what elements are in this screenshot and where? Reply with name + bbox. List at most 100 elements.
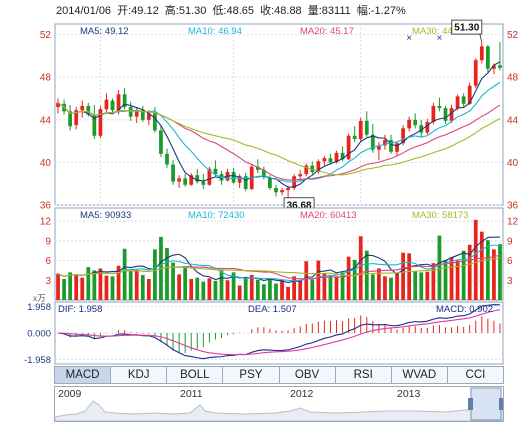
candle-body: [274, 187, 278, 193]
tab-kdj[interactable]: KDJ: [111, 367, 168, 383]
volume-bar: [449, 257, 454, 300]
macd-dif-legend: DIF: 1.958: [58, 304, 102, 315]
volume-bar: [280, 279, 284, 300]
volume-bar: [140, 275, 145, 300]
volume-bar: [401, 252, 405, 300]
candle-body: [243, 176, 248, 190]
candle-body: [340, 152, 345, 160]
candle-body: [316, 161, 321, 172]
candle-body: [383, 140, 387, 146]
volume-tick-left: 9: [45, 236, 51, 247]
price-tick-left: 52: [40, 30, 52, 41]
volume-bar: [86, 267, 91, 300]
navigator-sparkline: [55, 387, 503, 421]
candle-body: [449, 108, 454, 121]
volume-bar: [395, 273, 399, 300]
price-ma5-line: [57, 61, 501, 188]
navigator-year-2009: 2009: [58, 388, 82, 400]
price-ma-legend: MA20: 45.17: [300, 26, 354, 37]
volume-bar: [56, 273, 60, 300]
volume-bar: [304, 261, 309, 300]
volume-bar: [419, 272, 424, 300]
volume-bar: [195, 277, 200, 300]
watermark: [190, 416, 195, 427]
annotation-label: 36.68: [287, 200, 312, 211]
volume-tick-left: 6: [45, 256, 51, 267]
volume-bar: [213, 280, 218, 300]
tab-rsi[interactable]: RSI: [336, 367, 392, 383]
candle-body: [189, 175, 194, 185]
volume-bar: [98, 268, 103, 300]
volume-bar: [485, 240, 490, 300]
tab-cci[interactable]: CCI: [465, 369, 486, 381]
volume-bar: [74, 274, 79, 300]
volume-ma5-line: [57, 236, 500, 284]
volume-bar: [346, 256, 351, 300]
candle-body: [467, 85, 472, 104]
volume-bar: [146, 278, 151, 300]
volume-bar: [231, 272, 236, 300]
candle-body: [268, 177, 272, 188]
volume-bar: [268, 278, 272, 300]
candle-body: [358, 120, 363, 139]
navigator-left-handle[interactable]: [468, 398, 473, 410]
candle-body: [98, 109, 103, 136]
volume-bar: [201, 281, 206, 300]
tab-obv[interactable]: OBV: [280, 367, 336, 383]
annotation-label: 51.30: [454, 23, 479, 34]
quote-high: 高:51.30: [164, 5, 207, 17]
volume-bar: [225, 280, 230, 300]
candle-body: [128, 107, 133, 117]
volume-bar: [467, 244, 472, 300]
volume-bar: [171, 262, 175, 300]
volume-bar: [255, 279, 260, 300]
candle-body: [104, 99, 109, 110]
volume-bar: [413, 271, 418, 300]
macd-tick: 0.000: [27, 329, 51, 340]
volume-bar: [352, 259, 357, 300]
volume-bar: [316, 260, 321, 300]
candle-body: [68, 111, 73, 127]
candle-body: [74, 110, 79, 126]
candle-body: [165, 153, 169, 165]
price-marker-icon: ×: [406, 33, 412, 44]
macd-dea-line: [58, 309, 501, 356]
volume-bar: [473, 219, 478, 300]
candle-body: [116, 94, 121, 111]
candle-body: [195, 175, 200, 182]
price-ma-legend: MA30: 44.01: [412, 26, 466, 37]
volume-bar: [122, 248, 127, 300]
candle-body: [425, 121, 430, 133]
candle-body: [86, 105, 91, 115]
volume-bar: [177, 274, 181, 300]
candle-body: [261, 169, 266, 178]
volume-bar: [455, 260, 460, 300]
navigator-window[interactable]: [470, 387, 502, 421]
navigator-right-handle[interactable]: [499, 398, 503, 410]
time-navigator[interactable]: 2009 2011 2012 2013: [54, 386, 504, 422]
candle-body: [401, 128, 405, 144]
macd-unit-label: x万: [33, 293, 46, 303]
candle-body: [122, 94, 127, 108]
volume-bar: [134, 269, 139, 300]
price-tick-left: 48: [40, 73, 52, 84]
candle-body: [171, 164, 175, 182]
candle-body: [407, 119, 412, 129]
candle-body: [377, 145, 381, 150]
tab-psy[interactable]: PSY: [223, 367, 280, 383]
tab-wvad[interactable]: WVAD: [392, 367, 448, 383]
tab-boll[interactable]: BOLL: [167, 367, 224, 383]
price-ma-legend: MA10: 46.94: [188, 26, 242, 37]
candle-body: [479, 46, 484, 61]
candle-body: [231, 171, 236, 183]
volume-bar: [237, 285, 242, 300]
volume-ma30-line: [57, 257, 501, 277]
candle-body: [201, 181, 206, 185]
candle-body: [419, 125, 424, 133]
volume-bar: [292, 276, 297, 300]
quote-change: 幅:-1.27%: [356, 5, 406, 17]
tab-macd[interactable]: MACD: [55, 367, 112, 383]
volume-bar: [219, 270, 224, 300]
volume-bar: [165, 248, 169, 300]
annotation-box: [451, 19, 483, 35]
